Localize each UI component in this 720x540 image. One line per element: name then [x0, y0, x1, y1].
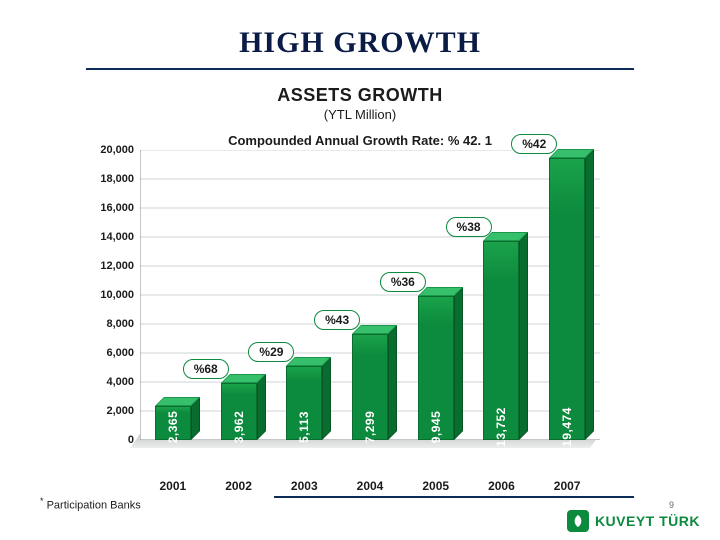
- x-tick-label: 2002: [225, 479, 252, 493]
- y-tick-label: 20,000: [82, 144, 134, 156]
- y-tick-label: 4,000: [82, 376, 134, 388]
- bar: 9,945: [418, 296, 454, 440]
- brand: KUVEYT TÜRK: [567, 510, 700, 532]
- growth-label: %29: [248, 342, 294, 362]
- x-tick-label: 2006: [488, 479, 515, 493]
- footnote: * Participation Banks: [40, 496, 141, 512]
- bar: 2,365: [155, 406, 191, 440]
- bar: 5,113: [286, 366, 322, 440]
- bar-value-label: 13,752: [494, 407, 508, 447]
- growth-label: %42: [511, 134, 557, 154]
- brand-icon: [567, 510, 589, 532]
- y-tick-label: 14,000: [82, 231, 134, 243]
- bar: 13,752: [483, 241, 519, 440]
- bar: 19,474: [549, 158, 585, 440]
- growth-label: %43: [314, 310, 360, 330]
- footnote-text: Participation Banks: [47, 500, 141, 512]
- x-tick-label: 2005: [422, 479, 449, 493]
- bar-value-label: 7,299: [363, 411, 377, 444]
- bar-value-label: 5,113: [297, 411, 311, 443]
- y-tick-label: 6,000: [82, 347, 134, 359]
- y-tick-label: 12,000: [82, 260, 134, 272]
- x-tick-label: 2007: [554, 479, 581, 493]
- bar-value-label: 2,365: [166, 411, 180, 444]
- y-tick-label: 2,000: [82, 405, 134, 417]
- divider-bottom: [274, 496, 634, 498]
- bar-value-label: 3,962: [232, 411, 246, 444]
- bar-value-label: 9,945: [429, 411, 443, 444]
- x-tick-label: 2004: [357, 479, 384, 493]
- assets-growth-chart: 2,3653,9625,1137,2999,94513,75219,474 02…: [82, 150, 607, 470]
- bar: 7,299: [352, 334, 388, 440]
- brand-text: KUVEYT TÜRK: [595, 513, 700, 529]
- chart-bars: 2,365 3,962 5,113 7,299 9,945 13,752 19,474: [140, 150, 600, 440]
- page-title: HIGH GROWTH: [0, 26, 720, 60]
- y-tick-label: 10,000: [82, 289, 134, 301]
- y-tick-label: 8,000: [82, 318, 134, 330]
- y-tick-label: 18,000: [82, 173, 134, 185]
- x-tick-label: 2001: [159, 479, 186, 493]
- growth-label: %68: [183, 359, 229, 379]
- x-tick-label: 2003: [291, 479, 318, 493]
- growth-label: %38: [446, 217, 492, 237]
- bar-value-label: 19,474: [560, 407, 574, 447]
- page-number: 9: [669, 500, 674, 510]
- bar: 3,962: [221, 383, 257, 440]
- y-tick-label: 16,000: [82, 202, 134, 214]
- growth-label: %36: [380, 272, 426, 292]
- y-tick-label: 0: [82, 434, 134, 446]
- chart-subtitle: (YTL Million): [0, 107, 720, 122]
- divider-top: [86, 68, 634, 70]
- chart-title: ASSETS GROWTH: [0, 85, 720, 106]
